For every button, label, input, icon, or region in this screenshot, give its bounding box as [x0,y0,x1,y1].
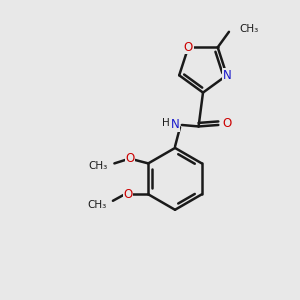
Text: H: H [162,118,170,128]
Text: O: O [125,152,135,165]
Text: O: O [222,117,231,130]
Text: CH₃: CH₃ [88,200,107,210]
Text: O: O [124,188,133,201]
Text: CH₃: CH₃ [88,161,107,171]
Text: N: N [222,69,231,82]
Text: O: O [184,41,193,54]
Text: CH₃: CH₃ [239,24,259,34]
Text: N: N [171,118,179,131]
